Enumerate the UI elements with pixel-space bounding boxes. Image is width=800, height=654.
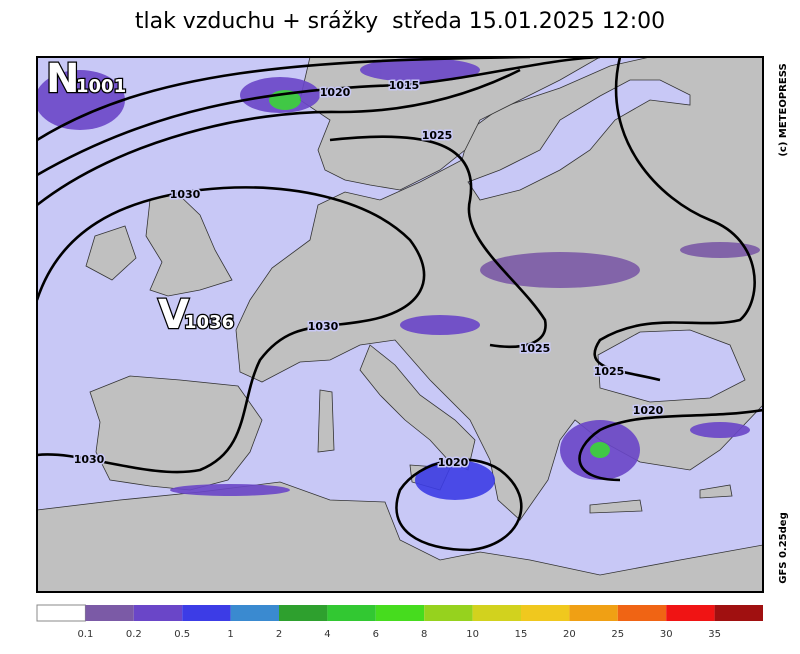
colorbar-swatch bbox=[279, 605, 328, 621]
baltic-sea bbox=[467, 79, 691, 201]
colorbar-swatch bbox=[666, 605, 715, 621]
colorbar-swatch bbox=[617, 605, 667, 621]
scandinavia bbox=[299, 57, 601, 191]
high-centre-letter: V bbox=[158, 292, 189, 338]
sardinia-corsica bbox=[317, 389, 335, 453]
colorbar-label: 10 bbox=[466, 629, 479, 640]
colorbar-swatch bbox=[230, 605, 279, 621]
colorbar-swatch bbox=[424, 605, 473, 621]
colorbar-swatch bbox=[375, 605, 425, 621]
colorbar-label: 4 bbox=[324, 629, 330, 640]
isobar-label: 1020 bbox=[438, 456, 469, 469]
isobar-label: 1025 bbox=[422, 129, 453, 142]
colorbar-swatch bbox=[714, 605, 763, 621]
colorbar-swatch bbox=[182, 605, 231, 621]
colorbar-label: 0.5 bbox=[174, 629, 190, 640]
black-sea bbox=[597, 329, 746, 403]
colorbar-label: 0.2 bbox=[126, 629, 142, 640]
land-europe bbox=[235, 57, 763, 521]
colorbar-swatch bbox=[327, 605, 376, 621]
colorbar-label: 0.1 bbox=[77, 629, 93, 640]
colorbar-label: 2 bbox=[276, 629, 282, 640]
colorbar-label: 1 bbox=[227, 629, 233, 640]
colorbar-label: 8 bbox=[421, 629, 427, 640]
ireland bbox=[85, 225, 137, 281]
iberia bbox=[89, 375, 263, 491]
high-centre-value: 1036 bbox=[184, 312, 234, 333]
isobar-label: 1030 bbox=[308, 320, 339, 333]
isobar-label: 1025 bbox=[520, 342, 551, 355]
isobar-label: 1030 bbox=[74, 453, 105, 466]
isobar-label: 1025 bbox=[594, 365, 625, 378]
colorbar-swatch bbox=[569, 605, 618, 621]
colorbar-swatch bbox=[85, 605, 134, 621]
isobar-label: 1020 bbox=[633, 404, 664, 417]
colorbar-swatch bbox=[521, 605, 570, 621]
colorbar-swatch bbox=[472, 605, 521, 621]
isobar-label: 1020 bbox=[320, 86, 351, 99]
colorbar-label: 35 bbox=[708, 629, 721, 640]
colorbar: 0.1 0.2 0.5 1 2 4 6 8 10 15 20 25 30 35 bbox=[36, 604, 763, 640]
model-label: GFS 0.25deg bbox=[778, 512, 789, 584]
colorbar-swatch bbox=[133, 605, 183, 621]
isobar-label: 1015 bbox=[389, 79, 420, 92]
colorbar-label: 30 bbox=[660, 629, 673, 640]
map: 1020 1015 1025 1030 1030 1025 1025 1020 … bbox=[37, 56, 763, 592]
colorbar-label: 6 bbox=[373, 629, 379, 640]
colorbar-label: 25 bbox=[611, 629, 624, 640]
title: tlak vzduchu + srážky středa 15.01.2025 … bbox=[135, 9, 665, 34]
isobar-label: 1030 bbox=[170, 188, 201, 201]
great-britain bbox=[145, 193, 233, 297]
colorbar-swatch bbox=[36, 604, 86, 622]
map-frame bbox=[36, 56, 764, 593]
credit: (c) METEOPRESS bbox=[778, 63, 789, 156]
low-centre-value: 1001 bbox=[76, 76, 126, 97]
low-centre-letter: N bbox=[46, 56, 79, 102]
isobars bbox=[37, 57, 763, 552]
cyprus bbox=[699, 484, 733, 499]
colorbar-label: 20 bbox=[563, 629, 576, 640]
colorbar-label: 15 bbox=[515, 629, 528, 640]
precipitation bbox=[37, 58, 760, 500]
crete bbox=[589, 499, 643, 514]
